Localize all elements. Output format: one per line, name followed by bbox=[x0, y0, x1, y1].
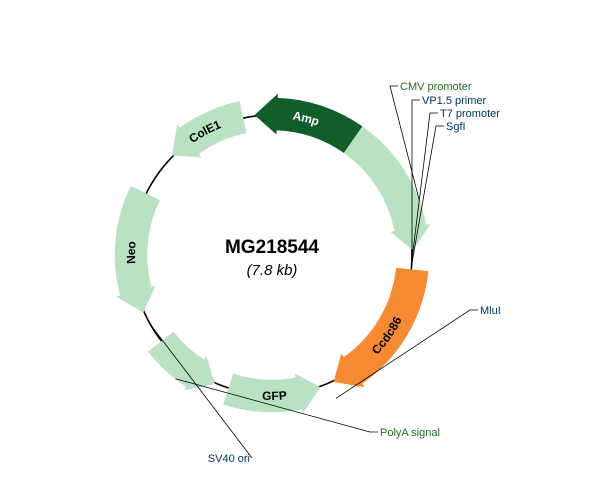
plasmid-name: MG218544 bbox=[225, 237, 319, 258]
callout-label-mlui: MluI bbox=[480, 305, 501, 317]
callout-label-cmv_lbl: CMV promoter bbox=[400, 81, 472, 93]
segment-label-gfp: GFP bbox=[262, 388, 287, 403]
callout-label-vp15: VP1.5 primer bbox=[422, 95, 487, 107]
segment-label-neo: Neo bbox=[124, 241, 139, 264]
segment-polyA bbox=[148, 332, 214, 390]
callout-label-sgfi: SgfI bbox=[446, 121, 466, 133]
plasmid-size: (7.8 kb) bbox=[247, 262, 298, 279]
callout-label-polyA_lbl: PolyA signal bbox=[380, 427, 440, 439]
callout-label-sv40: SV40 ori bbox=[208, 453, 250, 465]
callout-label-t7: T7 promoter bbox=[440, 108, 500, 120]
plasmid-map: Ccdc86GFPNeoColE1AmpCMV promoterVP1.5 pr… bbox=[0, 0, 600, 504]
